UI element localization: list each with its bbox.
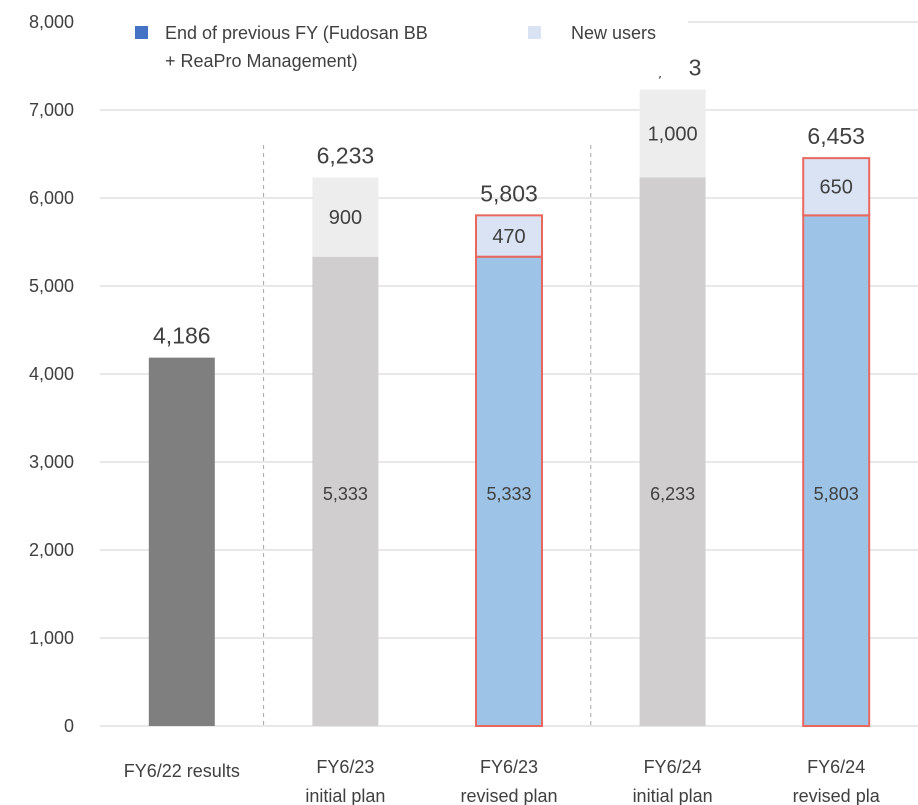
new-users-value-label: 900 bbox=[329, 207, 362, 229]
legend-swatch-new-users bbox=[528, 26, 541, 39]
y-tick-label: 0 bbox=[64, 716, 74, 736]
y-tick-label: 1,000 bbox=[29, 628, 74, 648]
x-tick-label: FY6/24 bbox=[644, 757, 702, 777]
legend-label-previous-fy-line2: + ReaPro Management) bbox=[165, 51, 358, 71]
y-tick-label: 4,000 bbox=[29, 364, 74, 384]
x-tick-label: initial plan bbox=[305, 786, 385, 805]
legend-label-new-users: New users bbox=[571, 23, 656, 43]
x-tick-label: revised plan bbox=[460, 786, 557, 805]
previous-fy-value-label: 5,333 bbox=[323, 484, 368, 504]
legend-label-previous-fy-line1: End of previous FY (Fudosan BB bbox=[165, 23, 428, 43]
legend: End of previous FY (Fudosan BB + ReaPro … bbox=[100, 12, 688, 76]
bar-group: 470 5,333 5,803 bbox=[475, 180, 543, 727]
bar-segment-previous-fy bbox=[148, 357, 215, 726]
bar-segment-new-users bbox=[475, 214, 543, 258]
previous-fy-value-label: 5,333 bbox=[486, 484, 531, 504]
bar-segment-previous-fy bbox=[312, 256, 379, 726]
bar-group: 650 5,803 6,453 bbox=[802, 123, 871, 727]
new-users-value-label: 470 bbox=[492, 226, 525, 248]
x-tick-label: initial plan bbox=[633, 786, 713, 805]
y-axis: 0 1,000 2,000 3,000 4,000 5,000 6,000 7,000 8,00… bbox=[29, 12, 74, 736]
total-value-label: 6,233 bbox=[317, 142, 375, 168]
legend-background bbox=[100, 12, 688, 76]
bar-group: 900 5,333 6,233 bbox=[312, 142, 379, 726]
x-tick-label: FY6/24 bbox=[807, 757, 865, 777]
new-users-value-label: 650 bbox=[820, 177, 853, 199]
y-tick-label: 6,000 bbox=[29, 188, 74, 208]
x-tick-label: revised pla bbox=[793, 786, 881, 805]
y-tick-label: 5,000 bbox=[29, 276, 74, 296]
y-tick-label: 7,000 bbox=[29, 100, 74, 120]
bar-group: 4,186 bbox=[148, 323, 215, 726]
total-value-label: 5,803 bbox=[480, 180, 538, 206]
bar-segment-previous-fy bbox=[639, 177, 706, 727]
previous-fy-value-label: 6,233 bbox=[650, 484, 695, 504]
x-tick-label: FY6/23 bbox=[480, 757, 538, 777]
y-tick-label: 2,000 bbox=[29, 540, 74, 560]
bars: 4,186 900 5,333 6,233 470 5,333 5,803 1,000 6,23… bbox=[148, 54, 871, 727]
bar-segment-previous-fy bbox=[802, 214, 871, 727]
x-tick-label: FY6/22 results bbox=[124, 761, 240, 781]
x-axis: FY6/22 results FY6/23 initial plan FY6/23 re… bbox=[124, 757, 881, 805]
new-users-value-label: 1,000 bbox=[648, 123, 698, 145]
total-value-label: 4,186 bbox=[153, 323, 211, 349]
x-tick-label: FY6/23 bbox=[316, 757, 374, 777]
total-value-label: 6,453 bbox=[807, 123, 865, 149]
category-separators bbox=[263, 145, 592, 726]
bar-segment-new-users bbox=[312, 177, 379, 257]
bar-segment-new-users bbox=[639, 89, 706, 178]
legend-swatch-previous-fy bbox=[135, 26, 148, 39]
bar-segment-new-users bbox=[802, 157, 871, 217]
previous-fy-value-label: 5,803 bbox=[814, 484, 859, 504]
y-tick-label: 8,000 bbox=[29, 12, 74, 32]
y-tick-label: 3,000 bbox=[29, 452, 74, 472]
